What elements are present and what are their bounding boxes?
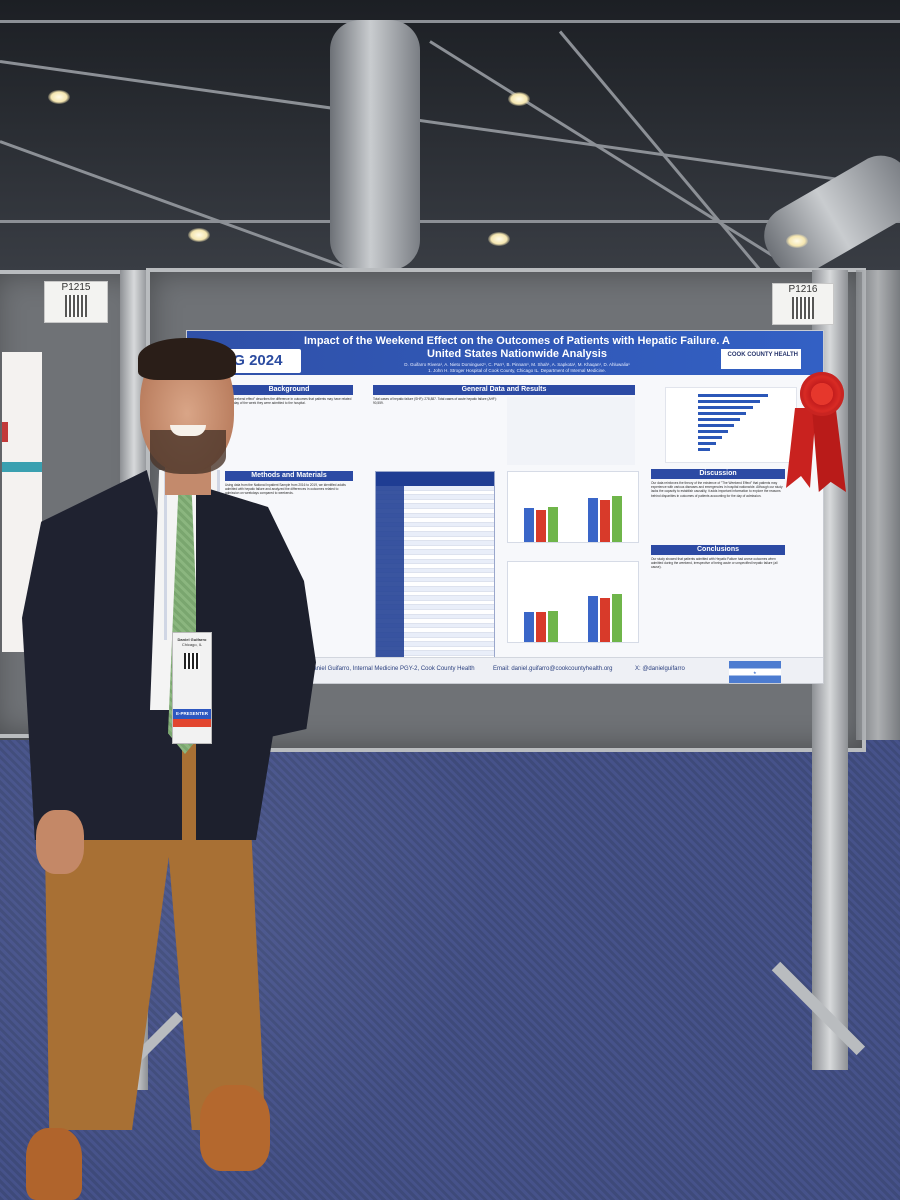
ceiling-light: [488, 232, 510, 246]
chart-bar: [698, 442, 716, 445]
chart-bar: [536, 510, 546, 542]
poster-authors: D. Guifarro Rivera¹, A. Nieto Dominguez¹…: [337, 362, 697, 374]
ceiling-beam: [0, 20, 900, 23]
ceiling-light: [188, 228, 210, 242]
presenter-smile: [170, 425, 206, 436]
air-duct: [753, 144, 900, 286]
outcomes-table: [375, 471, 495, 673]
general-results-heading: General Data and Results: [373, 385, 635, 395]
chart-bar: [588, 498, 598, 542]
qr-code-icon: [792, 297, 814, 319]
badge-role-accent: [173, 719, 211, 727]
chart-bar: [698, 430, 728, 433]
chart-bar: [698, 418, 740, 421]
chart-bar: [548, 507, 558, 542]
methods-heading: Methods and Materials: [225, 471, 353, 481]
poster-header: Impact of the Weekend Effect on the Outc…: [187, 331, 823, 375]
presenter-hand: [36, 810, 84, 874]
chart-bar: [524, 508, 534, 542]
background-heading: Background: [225, 385, 353, 395]
poster-horizontal-bar-chart: [665, 387, 797, 463]
methods-text: Using data from the National Inpatient S…: [225, 483, 346, 496]
poster-bar-chart-2: [507, 561, 639, 643]
badge-name: Daniel Guifarro: [177, 637, 207, 642]
ceiling-beam: [0, 220, 900, 223]
general-results-text: Total cases of hepatic failure (SHF): 27…: [373, 397, 497, 406]
award-ribbon-rosette: [800, 372, 844, 416]
poster-authors-names: D. Guifarro Rivera¹, A. Nieto Dominguez¹…: [404, 362, 630, 367]
badge-qr-icon: [184, 653, 200, 669]
chart-bar: [698, 400, 760, 403]
chart-bar: [612, 496, 622, 542]
chart-bar: [612, 594, 622, 642]
poster-footer-email: Email: daniel.guifarro@cookcountyhealth.…: [493, 666, 613, 672]
air-duct: [330, 20, 420, 270]
conclusions-text: Our study showed that patients admitted …: [651, 557, 778, 570]
chart-bar: [698, 394, 768, 397]
presenter-hair: [138, 338, 236, 380]
ceiling-light: [508, 92, 530, 106]
chart-bar: [698, 436, 722, 439]
chart-bar: [536, 612, 546, 642]
honduras-flag: ★: [729, 661, 781, 683]
chart-bar: [600, 500, 610, 542]
presenter-shoe-right: [200, 1085, 270, 1171]
right-board-edge: [856, 270, 900, 740]
ceiling-beam: [0, 60, 892, 189]
poster-affiliation: 1. John H. Stroger Hospital of Cook Coun…: [428, 368, 606, 373]
badge-city: Chicago, IL: [181, 642, 203, 647]
chart-bar: [524, 612, 534, 642]
background-text: The "weekend effect" describes the diffe…: [225, 397, 352, 406]
chart-bar: [600, 598, 610, 642]
qr-code-icon: [65, 295, 87, 317]
board-tag-left: P1215: [44, 281, 108, 323]
poster-footer-social: X: @danielguifarro: [635, 666, 685, 672]
board-tag-right: P1216: [772, 283, 834, 325]
chart-bar: [548, 611, 558, 642]
left-poster-mark: [2, 422, 8, 442]
outcomes-table-label-column: [376, 486, 404, 672]
chart-bar: [698, 424, 734, 427]
discussion-text: Our data reinforces the theory of the ex…: [651, 481, 783, 498]
poster-footer-presenter: Daniel Guifarro, Internal Medicine PGY-2…: [309, 666, 475, 672]
ceiling-light: [48, 90, 70, 104]
badge-role-strip: E-PRESENTER: [173, 709, 211, 719]
presenter-shoe-left: [26, 1128, 82, 1200]
results-text-block: [507, 397, 635, 465]
poster-bar-chart-1: [507, 471, 639, 543]
chart-bar: [698, 406, 753, 409]
presenter-beard: [150, 430, 226, 474]
chart-bar: [588, 596, 598, 642]
cook-county-health-logo: COOK COUNTY HEALTH: [721, 349, 801, 369]
chart-bar: [698, 448, 710, 451]
chart-bar: [698, 412, 746, 415]
board-tag-right-label: P1216: [788, 284, 818, 295]
discussion-heading: Discussion: [651, 469, 785, 479]
ceiling-light: [786, 234, 808, 248]
outcomes-table-header: [376, 472, 494, 486]
left-poster-stripe: [2, 462, 42, 472]
ceiling: [0, 0, 900, 335]
poster-title: Impact of the Weekend Effect on the Outc…: [303, 335, 730, 360]
conclusions-heading: Conclusions: [651, 545, 785, 555]
board-tag-left-label: P1215: [61, 282, 91, 293]
conference-badge: Daniel Guifarro Chicago, IL E-PRESENTER: [172, 632, 212, 744]
